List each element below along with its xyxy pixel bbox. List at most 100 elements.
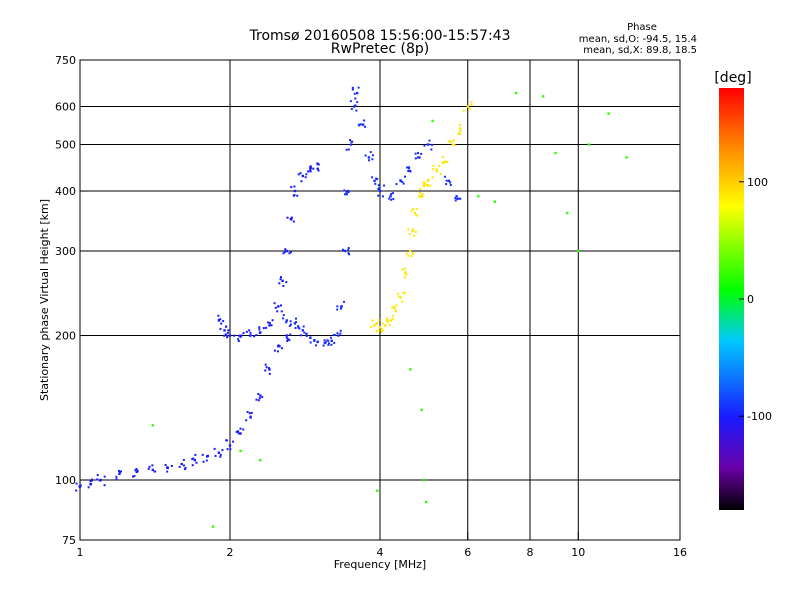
data-point-2-5-echo-0 <box>327 343 330 346</box>
data-point-0-10-echo-1 <box>221 449 224 452</box>
data-point-0-16-echo-2 <box>278 345 281 348</box>
data-point-2-8-echo-0 <box>336 305 339 308</box>
data-point-0-4-echo-1 <box>131 475 134 478</box>
data-points <box>75 86 628 528</box>
data-point-1-9-echo-4 <box>284 248 287 251</box>
data-point-1-7 <box>277 305 280 308</box>
data-point-2-8-echo-2 <box>336 308 339 311</box>
data-point-2-17-echo-3 <box>377 188 380 191</box>
data-point-1-11 <box>293 189 297 193</box>
colorbar: [deg] 100 0 -100 <box>714 70 772 510</box>
data-point-2-19-echo-2 <box>395 183 398 186</box>
data-point-2-16-echo-3 <box>375 177 378 180</box>
data-point-2-24-echo-2 <box>459 197 462 200</box>
data-point-1-13 <box>309 169 312 173</box>
data-point-3-6-echo-1 <box>405 273 408 276</box>
data-point-0-17 <box>285 334 288 337</box>
data-point-0-0-echo-4 <box>79 484 82 487</box>
data-point-0-3-echo-1 <box>115 478 118 481</box>
data-point-0-10-echo-3 <box>219 453 222 456</box>
data-point-2-8-echo-4 <box>343 300 346 303</box>
data-point-3-9-echo-4 <box>415 207 418 210</box>
data-point-0-0-echo-1 <box>75 482 78 485</box>
data-point-0-10-echo-4 <box>219 455 222 458</box>
y-axis-label: Stationary phase Virtual Height [km] <box>38 199 51 401</box>
data-point-3-2-echo-4 <box>385 318 388 321</box>
series-4 <box>151 91 628 528</box>
series-2 <box>282 86 462 347</box>
x-ticks: 1 2 4 6 8 10 16 <box>77 532 687 559</box>
data-point-3-13-echo-2 <box>435 167 438 170</box>
data-point-2-22-echo-3 <box>428 139 431 142</box>
data-point-3-4 <box>394 309 397 313</box>
data-point-1-6 <box>268 324 271 327</box>
data-point-2-6-echo-2 <box>329 336 332 339</box>
data-point-0-12-echo-3 <box>237 430 240 433</box>
data-point-3-8 <box>411 229 414 233</box>
data-point-3-0-echo-2 <box>377 329 380 332</box>
data-point-2-20-echo-0 <box>408 166 411 169</box>
data-point-2-5 <box>323 341 327 345</box>
data-point-2-21-echo-2 <box>414 152 417 155</box>
data-point-0-4-echo-4 <box>136 469 139 472</box>
data-point-4-18 <box>607 112 610 115</box>
data-point-1-2-echo-2 <box>233 334 236 337</box>
data-point-4-16 <box>577 249 580 253</box>
data-point-2-3-echo-0 <box>305 333 308 336</box>
data-point-4-0 <box>151 424 155 427</box>
data-point-2-11 <box>349 143 353 146</box>
data-point-1-6-echo-3 <box>267 321 270 324</box>
data-point-2-14-echo-1 <box>359 123 362 126</box>
y-tick-label-5: 500 <box>55 139 76 152</box>
y-tick-label-0: 75 <box>62 534 76 547</box>
data-point-3-1-echo-2 <box>381 322 384 325</box>
data-point-2-13-echo-1 <box>351 88 354 91</box>
data-point-0-11-echo-4 <box>232 440 235 443</box>
data-point-0-12-echo-0 <box>239 427 242 430</box>
data-point-1-9-echo-0 <box>288 252 291 255</box>
chart-title: Tromsø 20160508 15:56:00-15:57:43 <box>249 28 511 44</box>
data-point-3-5-echo-2 <box>397 292 400 295</box>
data-point-2-8-echo-3 <box>339 307 342 310</box>
data-point-1-4-echo-1 <box>245 330 248 333</box>
data-point-2-18-echo-1 <box>388 197 391 200</box>
data-point-2-20-echo-3 <box>406 166 409 169</box>
data-point-4-5 <box>409 368 412 371</box>
data-point-3-7 <box>409 249 412 253</box>
data-point-0-2-echo-4 <box>98 479 101 482</box>
colorbar-tick-label-1: 0 <box>747 293 754 306</box>
data-point-0-4 <box>135 470 138 474</box>
data-point-0-7 <box>180 462 183 466</box>
data-point-2-1-echo-3 <box>294 317 297 320</box>
data-point-2-21-echo-3 <box>414 157 417 160</box>
data-point-4-9 <box>431 119 434 123</box>
data-point-2-15-echo-4 <box>367 159 370 162</box>
data-point-3-15-echo-2 <box>450 140 453 143</box>
data-point-0-8 <box>193 458 197 462</box>
data-point-3-14-echo-3 <box>446 160 449 163</box>
data-point-1-7-echo-4 <box>273 302 276 305</box>
data-point-0-5-echo-3 <box>147 467 150 470</box>
data-point-1-2-echo-0 <box>226 334 229 337</box>
data-point-1-3-echo-4 <box>238 334 241 337</box>
data-point-0-9-echo-4 <box>206 455 209 458</box>
x-tick-label-3: 6 <box>464 546 471 559</box>
data-point-2-19-echo-1 <box>401 180 404 183</box>
data-point-2-23-echo-0 <box>445 179 448 182</box>
data-point-0-1-echo-2 <box>89 480 92 483</box>
data-point-2-21-echo-1 <box>420 152 423 155</box>
data-point-0-0-echo-2 <box>78 485 81 488</box>
data-point-3-7-echo-3 <box>407 254 410 257</box>
data-point-2-7-echo-2 <box>336 332 339 335</box>
data-point-2-9-echo-1 <box>347 247 350 250</box>
data-point-0-17-echo-0 <box>289 333 292 336</box>
data-point-1-12-echo-4 <box>304 176 307 179</box>
data-point-0-12 <box>239 432 242 435</box>
data-point-4-7 <box>422 478 426 482</box>
data-point-4-3 <box>259 458 262 462</box>
data-point-2-9-echo-3 <box>347 252 350 255</box>
data-point-1-14-echo-2 <box>312 167 315 170</box>
data-point-3-5-echo-0 <box>398 295 401 298</box>
y-tick-label-1: 100 <box>55 474 76 487</box>
